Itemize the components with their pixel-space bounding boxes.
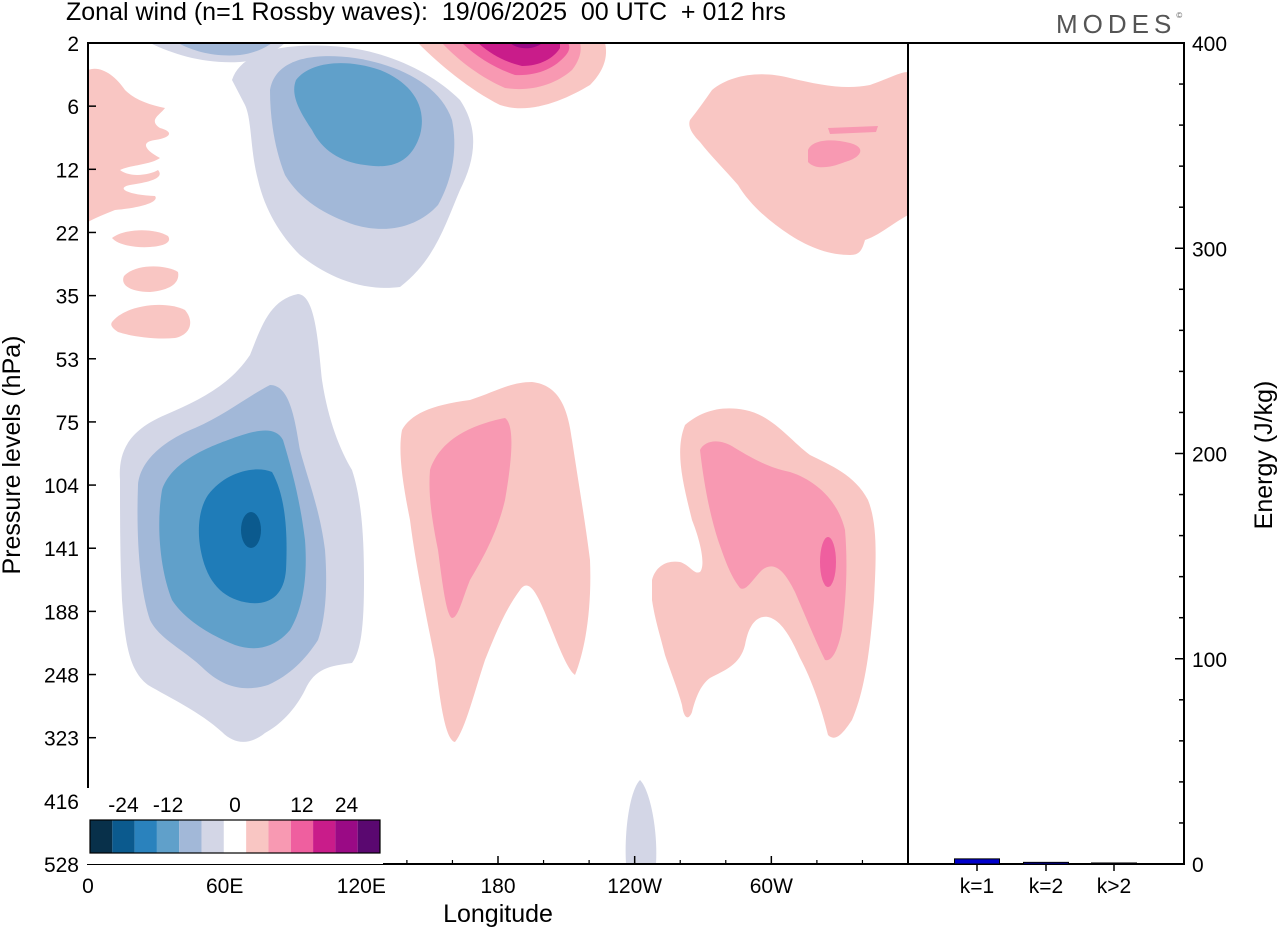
y-tick-label: 53 bbox=[56, 349, 79, 372]
x-tick-label: 120E bbox=[337, 875, 386, 898]
contour-positive-upper-right-streak bbox=[828, 126, 878, 134]
contour-field bbox=[88, 43, 908, 864]
colorbar-swatch bbox=[313, 820, 336, 853]
y-tick-label: 528 bbox=[44, 854, 79, 877]
x-tick-label: 60W bbox=[750, 875, 793, 898]
contour-positive-right-core bbox=[820, 537, 836, 587]
energy-bar bbox=[1091, 862, 1137, 865]
colorbar: -24 -12 0 12 24 bbox=[87, 788, 383, 864]
contour-positive-right-l2 bbox=[700, 441, 847, 661]
y-tick-label: 75 bbox=[56, 412, 79, 435]
contour-positive-middle-core bbox=[429, 418, 512, 618]
x-axis: 0 60E 120E 180 120W 60W bbox=[82, 856, 864, 898]
energy-tick-label: 400 bbox=[1192, 33, 1227, 56]
energy-tick-label: 200 bbox=[1192, 444, 1227, 467]
colorbar-swatch bbox=[357, 820, 380, 853]
y-tick-label: 35 bbox=[56, 286, 79, 309]
energy-bar bbox=[954, 858, 1000, 865]
colorbar-label: 24 bbox=[335, 794, 359, 817]
colorbar-swatch bbox=[134, 820, 157, 853]
colorbar-swatch bbox=[290, 820, 314, 853]
energy-axis: 0 100 200 300 400 bbox=[1175, 33, 1227, 877]
y-tick-label: 188 bbox=[44, 601, 79, 624]
contour-positive-upper-right-core bbox=[808, 140, 861, 168]
contour-positive-left-strip-3 bbox=[111, 304, 191, 339]
energy-tick-label: 0 bbox=[1192, 854, 1204, 877]
colorbar-swatch bbox=[201, 820, 224, 853]
y-tick-label: 323 bbox=[44, 728, 79, 751]
y-tick-label: 2 bbox=[67, 33, 79, 56]
energy-category-label: k=1 bbox=[960, 875, 994, 898]
brand-mark: © bbox=[1176, 11, 1183, 20]
y-tick-label: 104 bbox=[44, 475, 79, 498]
x-tick-label: 180 bbox=[480, 875, 515, 898]
colorbar-label: 12 bbox=[290, 794, 313, 817]
colorbar-swatch bbox=[335, 820, 358, 853]
contour-negative-upper-core bbox=[294, 63, 422, 167]
energy-axis-title: Energy (J/kg) bbox=[1250, 381, 1278, 530]
energy-bars: k=1 k=2 k>2 bbox=[954, 858, 1137, 898]
colorbar-label: 0 bbox=[229, 794, 241, 817]
energy-category-label: k=2 bbox=[1029, 875, 1063, 898]
contour-negative-main-core bbox=[241, 512, 261, 548]
contour-negative-upper-small-core bbox=[178, 43, 272, 56]
y-tick-label: 416 bbox=[44, 791, 79, 814]
colorbar-swatch bbox=[112, 820, 135, 853]
energy-panel-frame bbox=[907, 42, 1185, 865]
x-tick-label: 0 bbox=[82, 875, 94, 898]
chart-title: Zonal wind (n=1 Rossby waves): 19/06/202… bbox=[66, 0, 786, 26]
energy-tick-label: 300 bbox=[1192, 238, 1227, 261]
contour-positive-left-strip-2 bbox=[123, 266, 179, 292]
contour-positive-upper-right bbox=[689, 72, 908, 255]
y-axis: 2 6 12 22 35 53 75 104 141 188 248 323 416 528 bbox=[44, 33, 96, 877]
contour-positive-top-l4 bbox=[478, 43, 560, 66]
energy-bar bbox=[1023, 861, 1069, 865]
colorbar-swatch bbox=[246, 820, 269, 853]
y-tick-label: 141 bbox=[44, 538, 79, 561]
contour-positive-left-upper bbox=[88, 68, 170, 223]
colorbar-swatch bbox=[268, 820, 291, 853]
colorbar-swatch bbox=[156, 820, 180, 853]
y-tick-label: 6 bbox=[67, 96, 79, 119]
colorbar-swatch bbox=[223, 820, 247, 853]
colorbar-swatch bbox=[179, 820, 202, 853]
x-tick-label: 60E bbox=[206, 875, 243, 898]
colorbar-label: -12 bbox=[153, 794, 183, 817]
contour-negative-bottom bbox=[625, 780, 657, 864]
y-tick-label: 248 bbox=[44, 665, 79, 688]
energy-category-label: k>2 bbox=[1097, 875, 1131, 898]
contour-positive-left-strip-1 bbox=[112, 230, 170, 248]
y-axis-title: Pressure levels (hPa) bbox=[0, 336, 26, 575]
y-tick-label: 22 bbox=[56, 222, 79, 245]
x-axis-title: Longitude bbox=[443, 900, 553, 928]
colorbar-label: -24 bbox=[108, 794, 139, 817]
energy-tick-label: 100 bbox=[1192, 649, 1227, 672]
y-tick-label: 12 bbox=[56, 159, 79, 182]
brand-name: MODES bbox=[1056, 9, 1177, 39]
colorbar-frame bbox=[89, 819, 381, 854]
contour-positive-top-core bbox=[510, 43, 542, 49]
colorbar-swatch bbox=[90, 820, 113, 853]
brand-logo: MODES© bbox=[1056, 9, 1182, 40]
x-tick-label: 120W bbox=[607, 875, 662, 898]
